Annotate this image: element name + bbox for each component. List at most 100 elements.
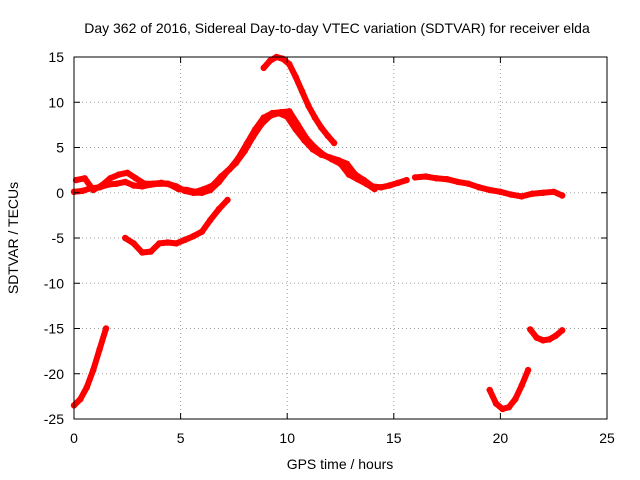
data-point [292,73,299,81]
y-tick-label: -15 [44,321,64,337]
data-point [559,327,566,334]
data-point [207,216,214,224]
data-point [183,186,191,194]
data-point [298,88,306,95]
data-point [235,155,242,162]
data-point [311,114,319,121]
data-point [475,184,483,191]
y-tick-label: -10 [44,275,64,291]
y-tick-label: 5 [56,140,64,156]
data-point [524,366,532,374]
series-layer [70,53,566,413]
data-point [512,395,519,403]
data-point [209,182,216,189]
data-point [124,169,131,176]
data-point [90,186,97,194]
data-point [505,404,513,411]
y-tick-label: -5 [52,230,65,246]
data-point [158,179,165,186]
data-point [139,249,146,256]
data-point [226,166,233,173]
grid [74,57,607,419]
data-point [386,182,393,189]
data-point [132,175,139,182]
data-point [533,334,540,341]
data-point [454,178,461,186]
data-point [224,196,231,204]
y-tick-label: -20 [44,366,64,382]
data-point [507,191,515,198]
data-point [518,382,525,389]
data-point [539,189,547,196]
data-point [337,160,344,167]
data-point [318,124,325,131]
x-tick-label: 25 [599,430,615,446]
x-tick-label: 10 [279,430,295,446]
y-axis-label: SDTVAR / TECUs [5,182,21,294]
data-point [403,176,410,184]
data-point [362,180,370,187]
data-point [243,140,250,148]
data-point [173,240,180,247]
data-point [90,366,97,374]
data-point [286,108,293,115]
data-point [433,175,440,182]
data-point [113,180,120,187]
x-tick-label: 5 [177,430,185,446]
data-point [122,234,129,242]
data-point [529,190,536,197]
data-point [181,236,189,243]
data-point [122,178,129,186]
data-point [266,57,274,64]
plot-frame [73,56,608,420]
data-point [377,184,385,191]
data-point [411,174,419,181]
data-point [200,185,208,193]
y-tick-label: 10 [48,94,64,110]
data-point [147,248,154,255]
data-point [330,139,338,147]
data-point [552,332,559,339]
x-tick-label: 15 [386,430,402,446]
data-point [192,188,199,195]
x-tick-label: 20 [493,430,509,446]
data-point [130,240,137,247]
data-point [83,384,91,391]
y-tick-label: -25 [44,411,64,427]
data-point [497,188,504,195]
data-point [518,193,525,200]
data-point [303,135,310,142]
data-point [149,180,157,187]
data-point [107,175,114,182]
x-axis-label: GPS time / hours [287,456,394,472]
data-point [320,151,327,158]
data-point [371,185,378,193]
data-point [79,187,86,195]
series-arc-2 [73,108,378,195]
data-point [443,176,451,183]
data-point [527,326,534,333]
data-point [198,228,206,235]
data-point [217,173,225,180]
series-arc-6 [71,325,109,409]
data-point [102,325,110,332]
data-point [345,171,353,178]
data-point [559,192,566,199]
data-point [422,173,429,180]
data-point [252,126,259,133]
data-point [81,175,88,182]
data-point [77,395,84,403]
data-point [175,185,182,193]
data-point [311,144,319,151]
data-point [499,405,506,413]
data-point [328,156,336,163]
data-point [277,109,284,116]
data-point [156,240,163,247]
data-point [269,109,276,117]
data-point [215,205,223,213]
data-point [354,176,361,183]
chart-title: Day 362 of 2016, Sidereal Day-to-day VTE… [84,20,590,36]
data-point [166,181,174,188]
data-point [465,180,472,187]
